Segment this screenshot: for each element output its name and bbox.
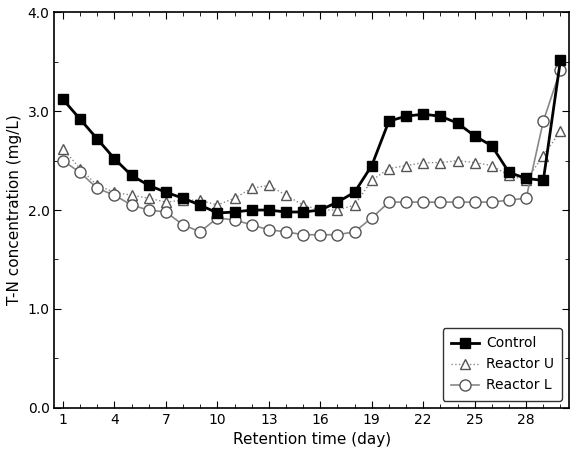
Control <box>540 178 547 183</box>
Reactor U <box>506 173 513 178</box>
Reactor L <box>454 199 461 205</box>
Reactor U <box>351 202 358 208</box>
Line: Reactor U: Reactor U <box>58 126 565 215</box>
Reactor L <box>282 229 289 235</box>
Reactor L <box>557 67 564 73</box>
Line: Reactor L: Reactor L <box>58 64 566 240</box>
Reactor L <box>266 227 272 232</box>
Control <box>403 114 410 119</box>
Reactor U <box>214 202 221 208</box>
Reactor L <box>506 197 513 203</box>
Reactor L <box>180 222 187 227</box>
Reactor U <box>231 196 238 201</box>
Reactor U <box>334 207 341 213</box>
Control <box>506 170 513 175</box>
Reactor U <box>471 160 478 165</box>
Reactor L <box>385 199 392 205</box>
Control <box>180 196 187 201</box>
Reactor L <box>317 232 324 237</box>
Reactor U <box>488 163 495 168</box>
Reactor U <box>368 178 375 183</box>
Reactor L <box>59 158 66 163</box>
Reactor L <box>111 192 118 198</box>
Reactor L <box>197 229 204 235</box>
Reactor L <box>145 207 152 213</box>
Reactor U <box>128 192 135 198</box>
Control <box>522 176 529 181</box>
Reactor L <box>334 232 341 237</box>
Reactor U <box>317 207 324 213</box>
Control <box>162 189 169 195</box>
Control <box>454 120 461 126</box>
Reactor L <box>368 215 375 221</box>
Reactor L <box>488 199 495 205</box>
Control <box>214 210 221 216</box>
Control <box>59 97 66 102</box>
Reactor U <box>403 163 410 168</box>
Reactor L <box>471 199 478 205</box>
Control <box>557 57 564 63</box>
Control <box>437 114 444 119</box>
Reactor U <box>180 197 187 203</box>
Control <box>145 183 152 188</box>
Reactor L <box>94 186 101 191</box>
Reactor L <box>437 199 444 205</box>
Reactor U <box>420 160 427 165</box>
Control <box>488 143 495 148</box>
Control <box>94 136 101 142</box>
Reactor U <box>454 158 461 163</box>
Reactor L <box>540 118 547 124</box>
Reactor U <box>162 199 169 205</box>
Control <box>351 189 358 195</box>
Control <box>334 199 341 205</box>
Reactor U <box>248 186 255 191</box>
Control <box>282 209 289 215</box>
Control <box>231 209 238 215</box>
Reactor L <box>420 199 427 205</box>
Reactor U <box>111 189 118 195</box>
Reactor L <box>77 170 84 175</box>
Reactor U <box>385 166 392 171</box>
Control <box>111 156 118 161</box>
Control <box>368 163 375 168</box>
Reactor L <box>351 229 358 235</box>
Reactor L <box>128 202 135 208</box>
Y-axis label: T-N concentration (mg/L): T-N concentration (mg/L) <box>7 115 22 306</box>
Legend: Control, Reactor U, Reactor L: Control, Reactor U, Reactor L <box>443 328 562 401</box>
Reactor L <box>231 217 238 222</box>
X-axis label: Retention time (day): Retention time (day) <box>233 432 391 447</box>
Control <box>385 118 392 124</box>
Reactor U <box>266 183 272 188</box>
Reactor L <box>248 222 255 227</box>
Reactor U <box>59 146 66 152</box>
Reactor L <box>403 199 410 205</box>
Reactor U <box>540 153 547 158</box>
Reactor L <box>522 196 529 201</box>
Reactor U <box>557 128 564 134</box>
Line: Control: Control <box>58 55 565 218</box>
Control <box>317 207 324 213</box>
Reactor U <box>197 197 204 203</box>
Control <box>266 207 272 213</box>
Control <box>248 207 255 213</box>
Reactor U <box>282 192 289 198</box>
Control <box>197 202 204 208</box>
Reactor L <box>162 209 169 215</box>
Control <box>471 133 478 138</box>
Reactor U <box>437 160 444 165</box>
Control <box>300 209 306 215</box>
Reactor L <box>300 232 306 237</box>
Reactor L <box>214 215 221 221</box>
Control <box>420 112 427 117</box>
Reactor U <box>145 196 152 201</box>
Reactor U <box>522 178 529 183</box>
Reactor U <box>77 166 84 171</box>
Control <box>77 116 84 122</box>
Reactor U <box>94 183 101 188</box>
Reactor U <box>300 202 306 208</box>
Control <box>128 173 135 178</box>
